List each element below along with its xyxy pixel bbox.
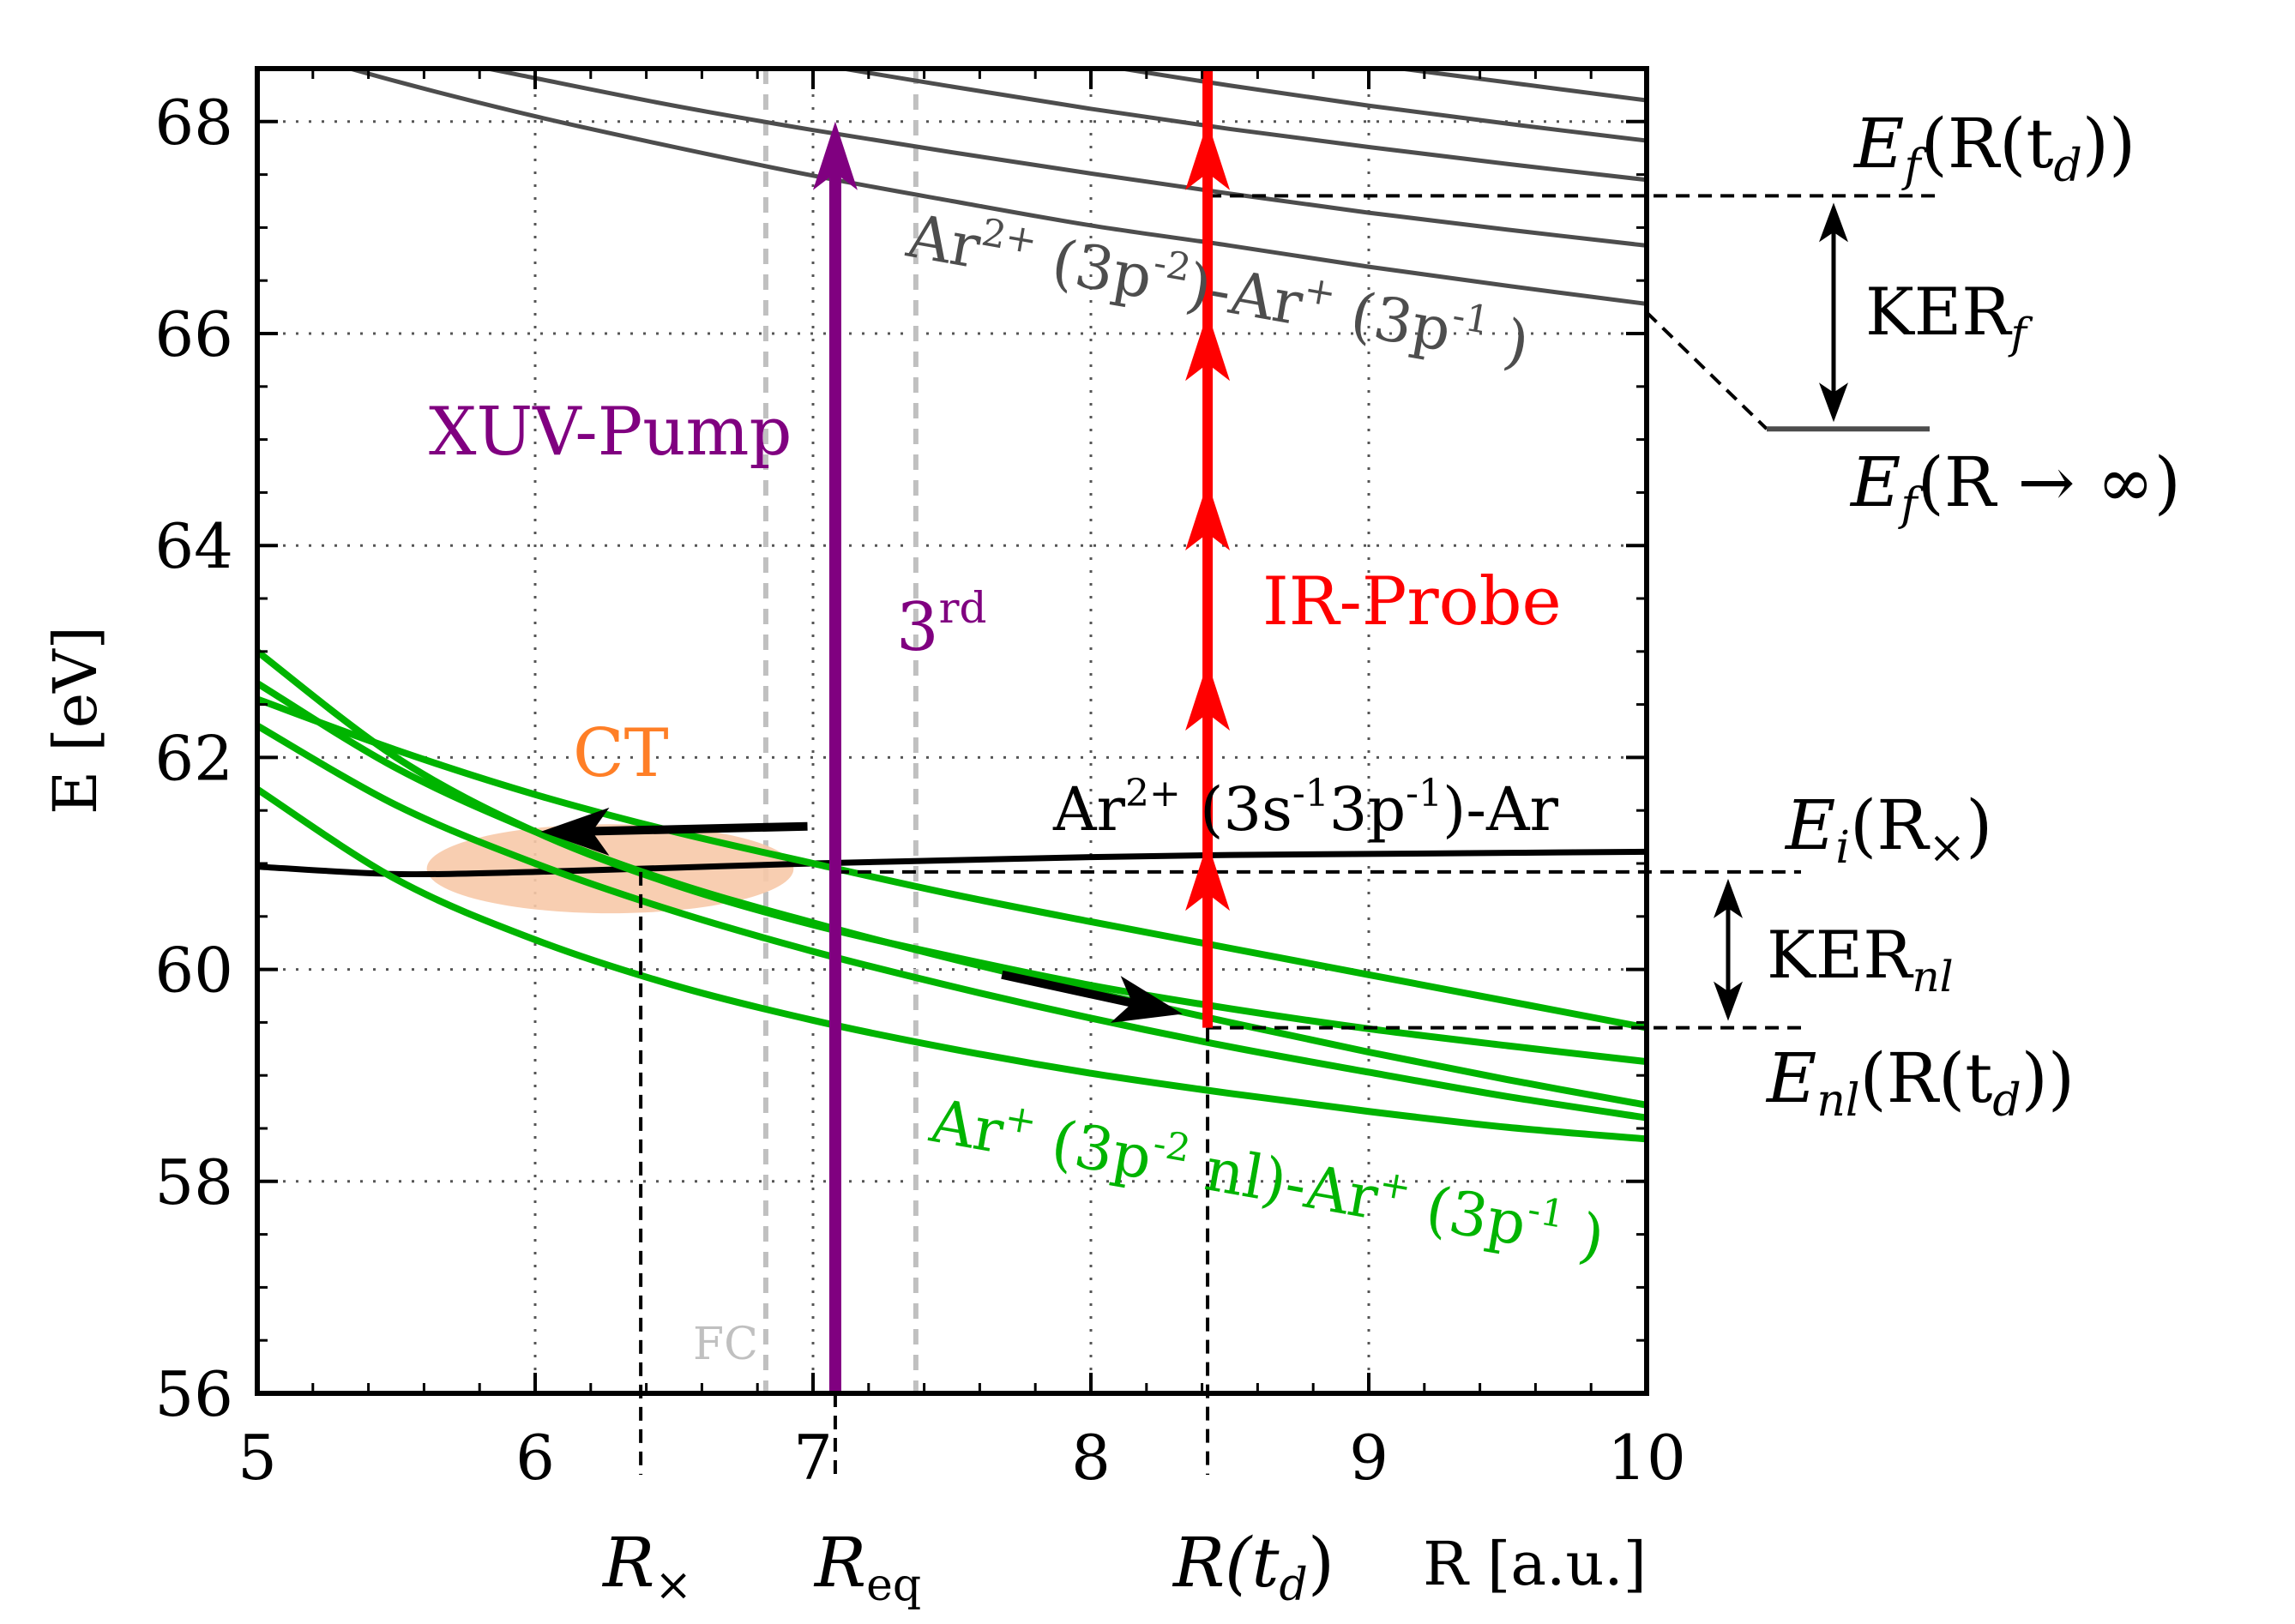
curve-dication bbox=[830, 69, 1647, 183]
y-tick-label: 64 bbox=[154, 510, 233, 582]
y-tick-label: 56 bbox=[154, 1358, 233, 1430]
ef-asymptote-guide bbox=[1645, 310, 1768, 430]
fc-label: FC bbox=[693, 1319, 758, 1370]
ir-photon-arrow-head bbox=[1185, 842, 1231, 911]
curve-cation bbox=[257, 680, 1647, 1109]
relax-arrow-shaft bbox=[1001, 970, 1150, 1011]
ker-f-label: KERf bbox=[1865, 274, 2033, 358]
ir-photon-arrow-head bbox=[1185, 662, 1231, 731]
x-tick-label: 8 bbox=[1071, 1422, 1111, 1494]
x-axis-label: R [a.u.] bbox=[1423, 1529, 1647, 1599]
r-eq-label: Req bbox=[813, 1523, 921, 1611]
ct-label: CT bbox=[573, 715, 669, 792]
curves bbox=[257, 69, 1647, 1143]
ir-photon-arrow-head bbox=[1185, 121, 1231, 190]
fc-lines bbox=[762, 69, 919, 1393]
ker-nl-label: KERnl bbox=[1767, 917, 1954, 1001]
x-tick-label: 9 bbox=[1349, 1422, 1388, 1494]
plot-frame bbox=[255, 66, 1649, 1396]
ct-arrow-head bbox=[540, 807, 610, 856]
enl-td-label: Enl(R(td)) bbox=[1765, 1038, 2075, 1127]
y-tick-label: 62 bbox=[154, 722, 233, 794]
ir-photon-arrow-head bbox=[1185, 312, 1231, 382]
guide-lines bbox=[639, 194, 1938, 1475]
ir-probe-label: IR-Probe bbox=[1262, 563, 1562, 641]
x-tick-label: 5 bbox=[238, 1422, 277, 1494]
y-tick-label: 66 bbox=[154, 298, 233, 370]
cation-curve-label: Ar+ (3p-2 nl)-Ar+ (3p-1 ) bbox=[925, 1083, 1610, 1273]
curve-dication bbox=[341, 69, 1647, 306]
ker-nl-arrow-head bbox=[1714, 981, 1743, 1021]
ker-nl-arrow-head bbox=[1714, 878, 1743, 918]
curve-cation bbox=[257, 786, 1647, 1143]
ef-inf-label: Ef(R → ∞) bbox=[1849, 442, 2181, 531]
ir-photon-arrow-head bbox=[1185, 482, 1231, 551]
curve-cation bbox=[257, 722, 1647, 1122]
ef-td-label: Ef(R(td)) bbox=[1852, 104, 2135, 192]
ei-cross-label: Ei(R×) bbox=[1784, 785, 1992, 874]
axes bbox=[255, 66, 1649, 1396]
y-tick-label: 60 bbox=[154, 935, 233, 1007]
ct-arrow-shaft bbox=[575, 821, 808, 836]
y-axis-label: E [eV] bbox=[40, 626, 111, 815]
x-tick-label: 6 bbox=[515, 1422, 555, 1494]
curve-cation bbox=[257, 695, 1647, 1032]
y-tick-label: 58 bbox=[154, 1146, 233, 1218]
y-tick-label: 68 bbox=[154, 87, 233, 159]
third-harmonic-label: 3rd bbox=[896, 583, 987, 666]
x-tick-label: 7 bbox=[793, 1422, 833, 1494]
initial-state-label: Ar2+ (3s-13p-1)-Ar bbox=[1052, 772, 1559, 845]
ker-f-arrow-head bbox=[1819, 202, 1848, 243]
x-tick-label: 10 bbox=[1607, 1422, 1686, 1494]
ker-f-arrow-head bbox=[1819, 382, 1848, 423]
transition-arrows bbox=[540, 69, 1848, 1393]
r-cross-label: R× bbox=[601, 1523, 692, 1611]
r-td-label: R(td) bbox=[1172, 1523, 1334, 1611]
xuv-pump-label: XUV-Pump bbox=[429, 394, 792, 471]
curve-dication bbox=[1109, 69, 1647, 143]
curve-initial bbox=[257, 848, 1647, 878]
xuv-pump-arrow-head bbox=[812, 121, 858, 190]
grid-lines bbox=[257, 69, 1647, 1393]
relax-arrow-head bbox=[1110, 976, 1183, 1023]
